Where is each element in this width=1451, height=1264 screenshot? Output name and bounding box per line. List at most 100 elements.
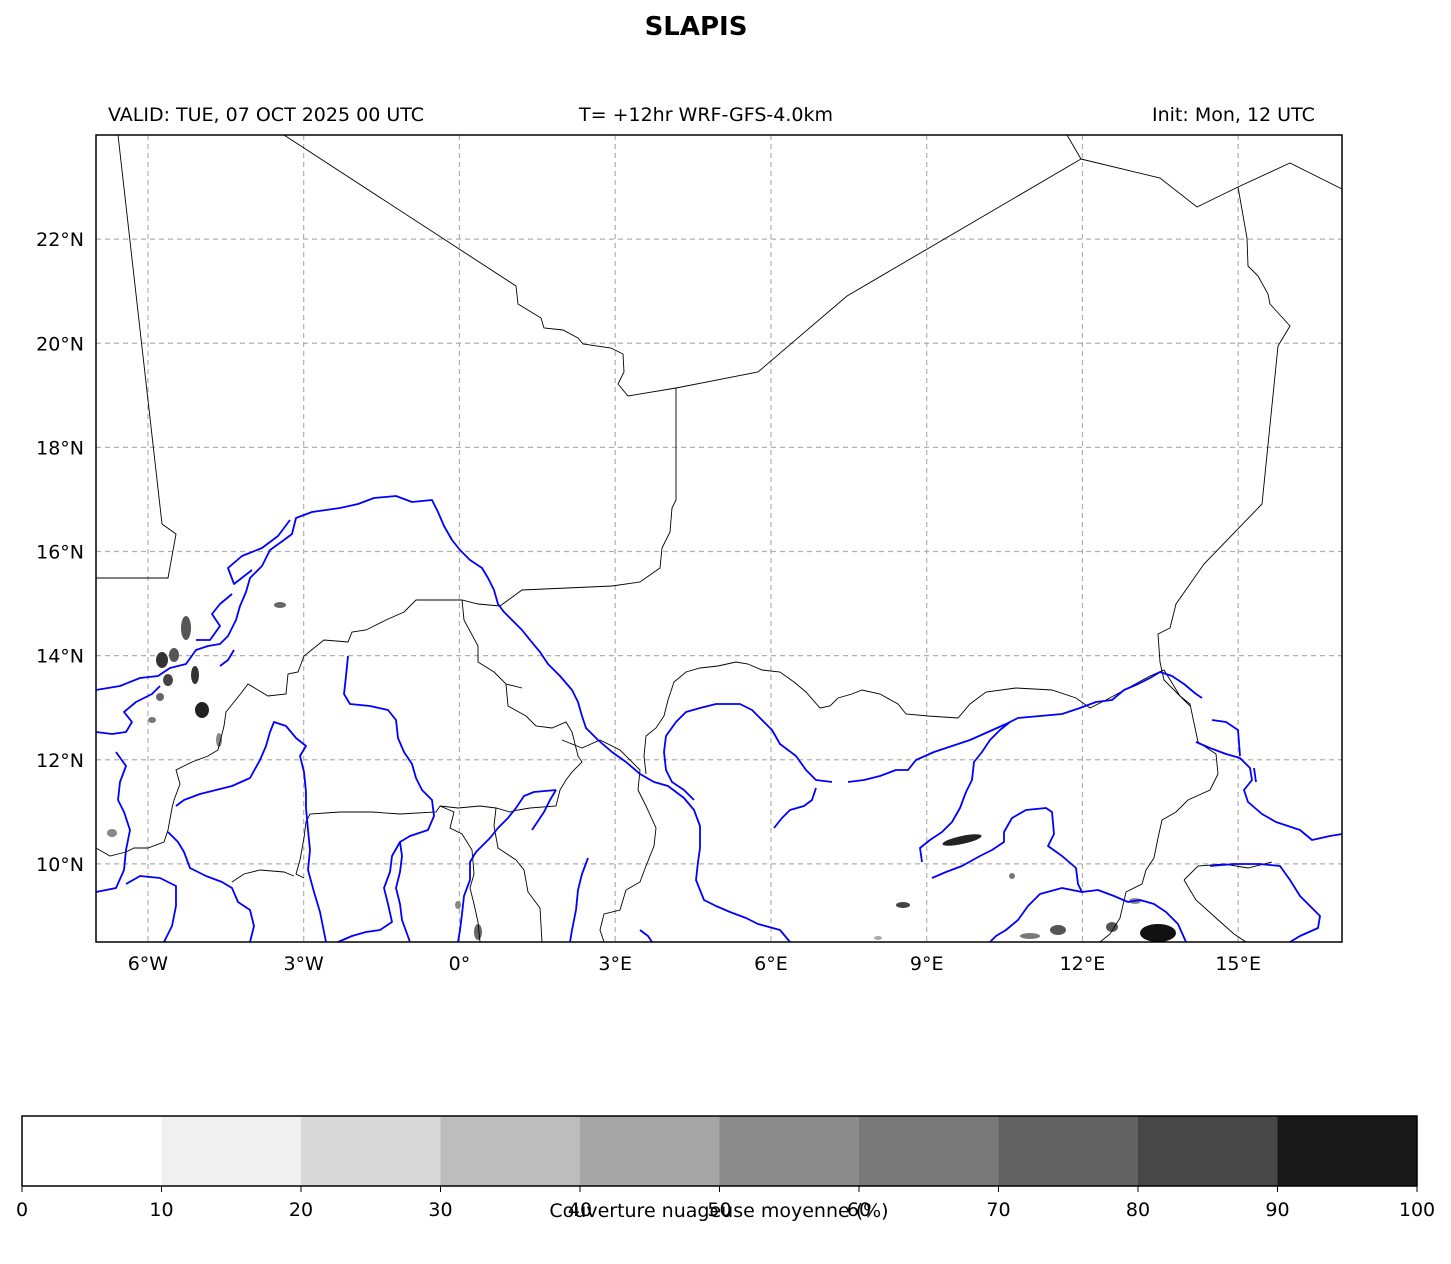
river-line	[919, 721, 1011, 863]
river-line	[773, 787, 817, 829]
border-line	[95, 388, 677, 857]
river-line	[1195, 741, 1343, 841]
river-line	[457, 789, 557, 943]
colorbar-tick-label: 90	[1265, 1199, 1289, 1221]
valid-time-label: VALID: TUE, 07 OCT 2025 00 UTC	[108, 104, 424, 126]
colorbar-tick-label: 50	[707, 1199, 731, 1221]
river-line	[125, 875, 177, 943]
lon-tick-label: 9°E	[910, 953, 944, 975]
colorbar-tick-label: 60	[847, 1199, 871, 1221]
lon-tick-label: 3°E	[598, 953, 632, 975]
river-line	[1209, 863, 1321, 943]
border-line	[1080, 158, 1343, 208]
country-borders	[95, 134, 1343, 943]
colorbar-bin	[719, 1116, 860, 1186]
lon-tick-label: 12°E	[1060, 953, 1106, 975]
border-line	[231, 869, 295, 883]
river-line	[95, 495, 791, 943]
colorbar-tick-label: 40	[568, 1199, 592, 1221]
river-line	[343, 655, 435, 943]
colorbar-bin	[301, 1116, 441, 1186]
river-line	[175, 721, 327, 943]
river-line	[337, 841, 401, 943]
colorbar-bin	[440, 1116, 581, 1186]
lon-tick-label: 15°E	[1215, 953, 1261, 975]
colorbar-tick-label: 100	[1399, 1199, 1435, 1221]
forecast-step-label: T= +12hr WRF-GFS-4.0km	[579, 104, 833, 126]
lat-tick-label: 20°N	[36, 333, 84, 355]
lon-tick-label: 6°W	[128, 953, 169, 975]
river-line	[639, 929, 653, 943]
lon-tick-label: 3°W	[283, 953, 324, 975]
border-line	[439, 599, 583, 813]
border-line	[439, 805, 481, 943]
river-line	[1211, 719, 1257, 783]
river-line	[1081, 889, 1187, 943]
colorbar-bin	[1138, 1116, 1278, 1186]
cloud-patch	[216, 733, 222, 747]
map-frame	[95, 134, 1343, 943]
colorbar-bin	[22, 1116, 162, 1186]
cloud-patch	[163, 674, 173, 686]
lat-tick-label: 16°N	[36, 542, 84, 564]
colorbar-bins	[22, 1116, 1418, 1186]
cloud-patch	[874, 936, 882, 940]
colorbar-bin	[998, 1116, 1139, 1186]
colorbar-tick-label: 20	[289, 1199, 313, 1221]
river-line	[219, 649, 235, 667]
river-line	[95, 751, 131, 893]
border-line	[493, 807, 543, 943]
border-line	[643, 661, 1219, 943]
colorbar-label: Couverture nuageuse moyenne (%)	[549, 1200, 888, 1222]
cloud-patch	[195, 702, 209, 718]
cloud-patch	[169, 648, 179, 662]
cloud-patch	[1140, 924, 1176, 942]
map-gridlines	[96, 135, 1342, 942]
rivers	[95, 495, 1343, 943]
cloud-patch	[896, 902, 910, 908]
forecast-map: 6°W 3°W 0° 3°E 6°E 9°E 12°E 15°E 10°N 12°N 14°N 16°…	[36, 134, 1343, 975]
cloud-patch	[181, 616, 191, 640]
river-line	[569, 857, 589, 943]
cloud-patch	[156, 693, 164, 701]
colorbar-bin	[161, 1116, 302, 1186]
cloud-patch	[1050, 925, 1066, 935]
cloud-patch	[1106, 922, 1118, 932]
cloud-patch	[191, 666, 199, 684]
river-line	[95, 685, 161, 735]
colorbar-tick-label: 10	[149, 1199, 173, 1221]
border-line	[1157, 186, 1291, 707]
border-line	[96, 134, 177, 579]
river-line	[531, 789, 557, 831]
cloud-patch	[1009, 873, 1015, 879]
lat-tick-label: 22°N	[36, 229, 84, 251]
cloud-patch	[148, 717, 156, 723]
river-line	[167, 831, 255, 943]
border-line	[283, 134, 1082, 397]
cloud-patch	[107, 829, 117, 837]
init-time-label: Init: Mon, 12 UTC	[1152, 104, 1315, 126]
cloud-patch	[274, 602, 286, 608]
river-line	[227, 519, 291, 585]
river-line	[663, 703, 833, 801]
river-line	[847, 671, 1203, 783]
cloud-patch	[1020, 933, 1040, 939]
lat-tick-label: 12°N	[36, 750, 84, 772]
axis-ticks: 6°W 3°W 0° 3°E 6°E 9°E 12°E 15°E 10°N 12°N 14°N 16°…	[36, 229, 1261, 975]
colorbar-bin	[1277, 1116, 1418, 1186]
cloud-patch	[455, 901, 461, 909]
lon-tick-label: 6°E	[754, 953, 788, 975]
map-title: SLAPIS	[644, 12, 748, 42]
cloud-patch	[156, 652, 168, 668]
river-line	[196, 593, 233, 641]
colorbar-ticks: 0 10 20 30 40 50 60 70 80 90 100	[16, 1186, 1435, 1221]
colorbar-tick-label: 30	[428, 1199, 452, 1221]
cloud-cover-patches	[107, 602, 1176, 942]
colorbar-tick-label: 70	[986, 1199, 1010, 1221]
river-line	[931, 807, 1083, 943]
lat-tick-label: 10°N	[36, 854, 84, 876]
lat-tick-label: 18°N	[36, 437, 84, 459]
colorbar-tick-label: 80	[1126, 1199, 1150, 1221]
border-line	[561, 739, 657, 943]
